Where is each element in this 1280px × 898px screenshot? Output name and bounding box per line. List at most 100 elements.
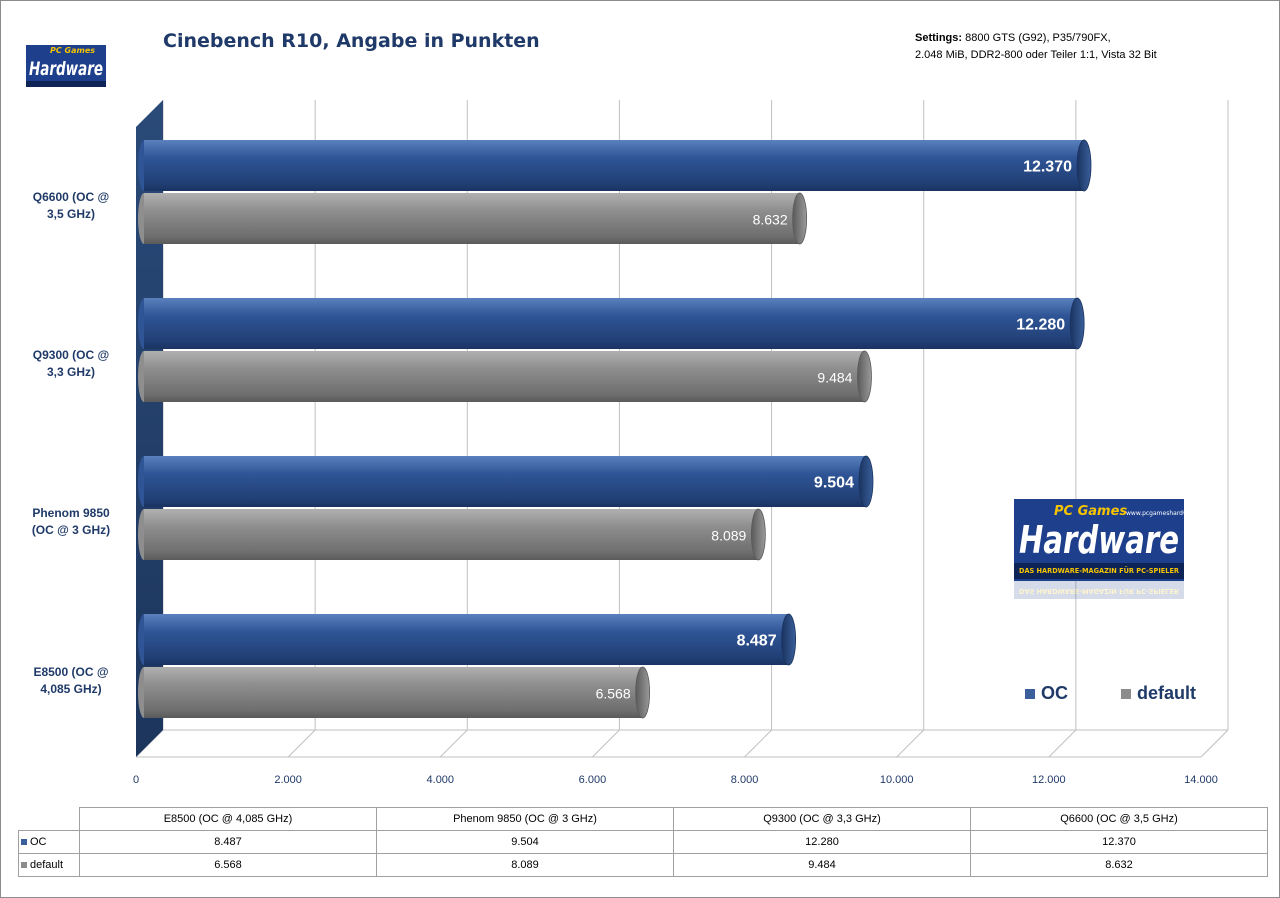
- data-table-corner: [18, 807, 80, 831]
- data-table-header-cell: Q6600 (OC @ 3,5 GHz): [970, 807, 1268, 831]
- bar-value-label: 8.487: [737, 633, 777, 650]
- settings-label: Settings:: [915, 32, 963, 44]
- grid-floor-line: [287, 729, 316, 758]
- category-label-line: (OC @ 3 GHz): [31, 523, 111, 537]
- bar-end-cap: [1076, 139, 1092, 192]
- grid-floor-line: [896, 729, 925, 758]
- data-table-header-cell: Phenom 9850 (OC @ 3 GHz): [376, 807, 674, 831]
- pcgh-logo-small: PC Games Hardware: [26, 45, 106, 87]
- legend-label-oc: OC: [1041, 683, 1068, 703]
- data-table-cell: 12.280: [673, 830, 971, 854]
- bar-body: [144, 667, 643, 718]
- x-tick-label: 6.000: [578, 774, 607, 786]
- bar-oc: 12.280: [138, 297, 1085, 350]
- data-table-row-header: default: [18, 853, 80, 877]
- bar-value-label: 8.089: [711, 528, 746, 544]
- settings-note: Settings: 8800 GTS (G92), P35/790FX, 2.0…: [915, 30, 1157, 64]
- svg-text:www.pcgameshardware.de: www.pcgameshardware.de: [1126, 510, 1184, 517]
- grid-floor-line: [1200, 729, 1229, 758]
- bar-value-label: 8.632: [753, 212, 788, 228]
- grid-floor-line: [744, 729, 772, 758]
- category-label-line: Phenom 9850: [32, 506, 110, 520]
- data-table-cell: 8.632: [970, 853, 1268, 877]
- x-tick-label: 8.000: [730, 774, 759, 786]
- bar-body: [144, 456, 866, 507]
- bar-value-label: 9.484: [817, 370, 852, 386]
- svg-text:PC Games: PC Games: [1054, 504, 1127, 519]
- category-label-line: E8500 (OC @: [33, 665, 109, 679]
- data-table-row-default: default 6.568 8.089 9.484 8.632: [18, 853, 1268, 877]
- svg-text:Hardware: Hardware: [1019, 518, 1179, 562]
- bar-series: 12.370 8.632 12.280 9.484 9.504 8.089 8.487 6.5…: [138, 139, 1092, 719]
- bar-oc: 12.370: [138, 139, 1092, 192]
- bar-end-cap: [792, 192, 808, 245]
- bar-value-label: 12.280: [1016, 317, 1065, 334]
- side-wall: [136, 100, 163, 757]
- bar-body: [144, 140, 1085, 191]
- data-table-cell: 9.504: [376, 830, 674, 854]
- bar-default: 8.089: [138, 508, 766, 561]
- x-tick-label: 0: [132, 774, 140, 786]
- data-table-cell: 6.568: [79, 853, 377, 877]
- data-table-header-cell: Q9300 (OC @ 3,3 GHz): [673, 807, 971, 831]
- category-label-phenom: Phenom 9850 (OC @ 3 GHz): [12, 505, 130, 539]
- settings-line-1: 8800 GTS (G92), P35/790FX,: [965, 32, 1111, 44]
- legend-item-default: default: [1121, 683, 1196, 704]
- bar-body: [144, 298, 1078, 349]
- data-table-header: E8500 (OC @ 4,085 GHz) Phenom 9850 (OC @…: [18, 807, 1268, 831]
- bar-end-cap: [781, 613, 797, 666]
- svg-text:PC Games: PC Games: [50, 46, 95, 55]
- data-table-header-cell: E8500 (OC @ 4,085 GHz): [79, 807, 377, 831]
- grid-floor-line: [592, 729, 620, 758]
- bar-body: [144, 509, 759, 560]
- category-label-line: Q9300 (OC @: [32, 348, 110, 362]
- category-label-q9300: Q9300 (OC @ 3,3 GHz): [12, 347, 130, 381]
- data-table: E8500 (OC @ 4,085 GHz) Phenom 9850 (OC @…: [18, 807, 1268, 877]
- category-label-e8500: E8500 (OC @ 4,085 GHz): [12, 664, 130, 698]
- category-label-line: 4,085 GHz): [40, 682, 102, 696]
- bar-oc: 9.504: [138, 455, 874, 508]
- x-tick-label: 10.000: [879, 774, 914, 786]
- data-table-cell: 9.484: [673, 853, 971, 877]
- data-table-cell: 8.089: [376, 853, 674, 877]
- legend-swatch-oc: [1025, 688, 1035, 699]
- data-table-row-header: OC: [18, 830, 80, 854]
- bar-value-label: 9.504: [814, 475, 854, 492]
- row-label-oc: OC: [30, 836, 47, 848]
- bar-body: [144, 351, 865, 402]
- category-label-line: 3,3 GHz): [46, 365, 95, 379]
- data-table-cell: 8.487: [79, 830, 377, 854]
- bar-default: 9.484: [138, 350, 872, 403]
- bar-value-label: 12.370: [1023, 159, 1072, 176]
- legend-label-default: default: [1137, 683, 1197, 703]
- category-label-line: Q6600 (OC @: [32, 190, 110, 204]
- bar-value-label: 6.568: [596, 686, 631, 702]
- grid-floor-line: [1048, 729, 1077, 758]
- category-label-line: 3,5 GHz): [46, 207, 95, 221]
- bar-end-cap: [858, 455, 874, 508]
- row-label-default: default: [30, 859, 64, 871]
- bar-oc: 8.487: [138, 613, 797, 666]
- chart-title: Cinebench R10, Angabe in Punkten: [163, 30, 540, 52]
- svg-text:DAS HARDWARE-MAGAZIN FÜR PC-SP: DAS HARDWARE-MAGAZIN FÜR PC-SPIELER: [1019, 566, 1180, 575]
- pcgh-logo-large: PC Games www.pcgameshardware.de Hardware…: [1014, 499, 1184, 599]
- bar-end-cap: [750, 508, 766, 561]
- x-tick-label: 2.000: [274, 774, 302, 786]
- row-swatch-default: [21, 862, 27, 869]
- bar-default: 6.568: [138, 666, 651, 719]
- svg-text:DAS HARDWARE-MAGAZIN FÜR PC-SP: DAS HARDWARE-MAGAZIN FÜR PC-SPIELER: [1019, 587, 1180, 596]
- row-swatch-oc: [21, 839, 27, 846]
- bar-body: [144, 614, 789, 665]
- legend-swatch-default: [1121, 688, 1131, 699]
- svg-text:Hardware: Hardware: [29, 58, 103, 80]
- x-tick-label: 4.000: [426, 774, 455, 786]
- data-table-row-oc: OC 8.487 9.504 12.280 12.370: [18, 830, 1268, 854]
- bar-default: 8.632: [138, 192, 808, 245]
- category-label-q6600: Q6600 (OC @ 3,5 GHz): [12, 189, 130, 223]
- x-tick-label: 14.000: [1184, 774, 1218, 786]
- bar-end-cap: [857, 350, 872, 403]
- bar-end-cap: [1069, 297, 1085, 350]
- settings-line-2: 2.048 MiB, DDR2-800 oder Teiler 1:1, Vis…: [915, 49, 1157, 61]
- grid-floor-line: [439, 729, 468, 758]
